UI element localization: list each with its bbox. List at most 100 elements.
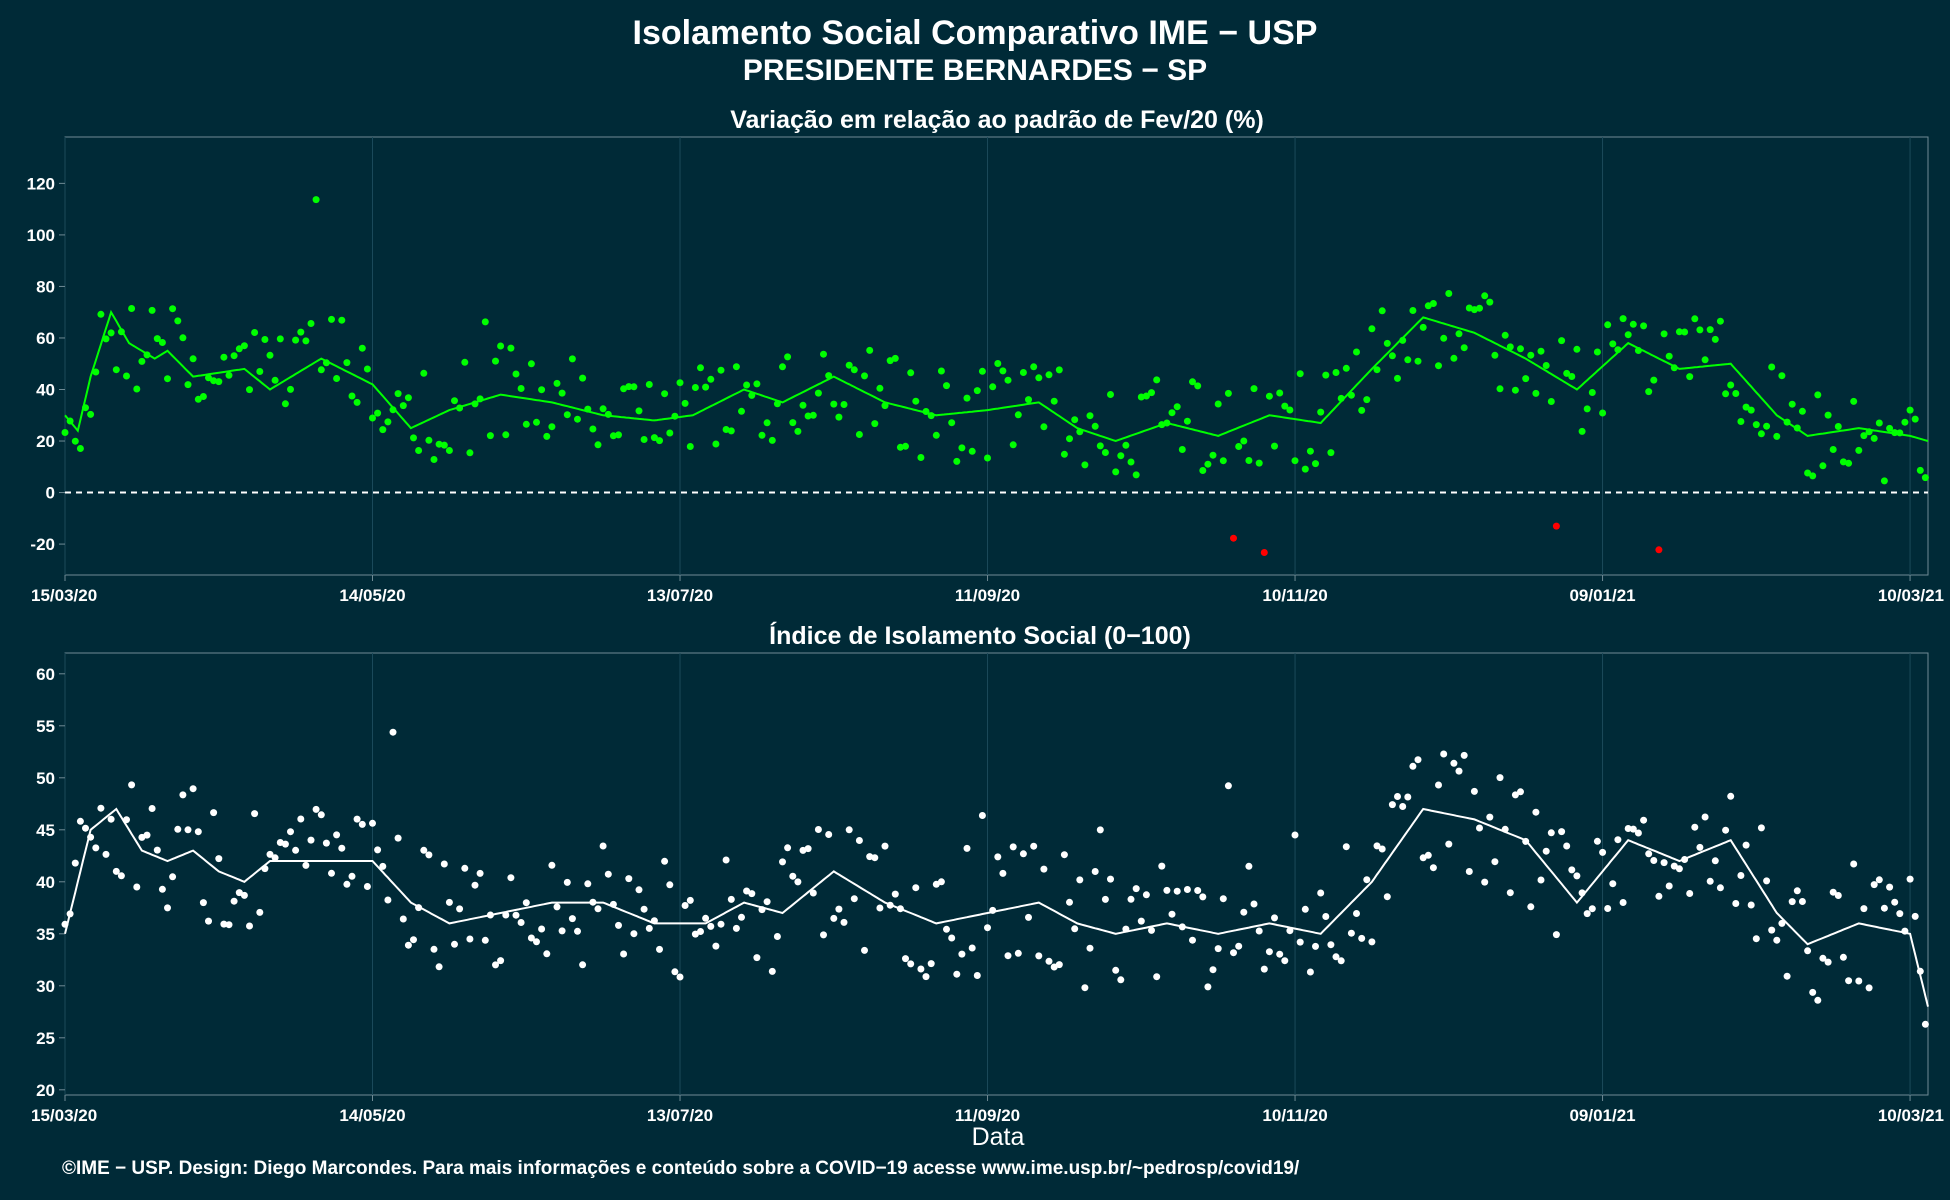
data-point	[1368, 325, 1376, 333]
data-point	[1511, 386, 1519, 394]
data-point	[1829, 888, 1837, 896]
data-point	[1804, 947, 1812, 955]
data-point	[1788, 400, 1796, 408]
data-point	[369, 414, 376, 422]
data-point	[881, 402, 889, 410]
data-point	[594, 905, 602, 913]
data-point	[1783, 972, 1791, 980]
data-point	[1388, 801, 1396, 809]
data-point	[1025, 396, 1032, 404]
data-point	[912, 397, 920, 405]
data-point	[1763, 422, 1771, 430]
x-axis-label: Data	[972, 1123, 1025, 1151]
data-point	[1066, 435, 1073, 443]
data-point	[620, 950, 628, 958]
data-point	[917, 454, 925, 461]
data-point	[1624, 331, 1632, 339]
x-tick-label: 13/07/20	[647, 1106, 713, 1125]
data-point	[538, 386, 546, 394]
data-point	[574, 415, 581, 423]
data-point	[1563, 842, 1571, 850]
data-point	[358, 820, 366, 828]
data-point	[476, 395, 484, 403]
data-point	[543, 950, 551, 958]
data-point	[1091, 422, 1099, 430]
data-point	[1081, 461, 1089, 469]
data-point	[1342, 843, 1350, 851]
data-point	[1629, 320, 1637, 328]
data-point	[1122, 925, 1130, 933]
data-point	[1178, 446, 1186, 453]
data-point	[943, 382, 950, 390]
data-point	[1850, 860, 1858, 868]
data-point	[763, 898, 771, 906]
data-point	[625, 875, 633, 883]
data-point	[1481, 292, 1489, 300]
data-point	[1609, 880, 1617, 888]
data-point	[1317, 408, 1325, 416]
data-point	[1860, 432, 1868, 440]
data-point	[835, 905, 843, 913]
x-tick-label: 11/09/20	[955, 586, 1020, 605]
data-point	[686, 896, 694, 904]
data-point	[1896, 429, 1904, 437]
data-point	[1271, 914, 1278, 922]
data-point	[194, 395, 202, 403]
data-point	[205, 917, 212, 925]
data-point	[1916, 967, 1924, 975]
data-point	[169, 305, 177, 313]
data-point	[563, 878, 571, 886]
data-point	[1645, 850, 1653, 858]
data-point	[1148, 389, 1155, 397]
data-point	[1260, 549, 1268, 556]
data-point	[1757, 824, 1765, 832]
data-point	[1768, 363, 1776, 371]
data-point	[1132, 471, 1140, 479]
data-point	[246, 386, 253, 394]
data-point	[922, 408, 930, 415]
data-point	[1178, 923, 1186, 931]
data-point	[1640, 322, 1648, 330]
y-tick-label: 100	[27, 226, 55, 245]
data-point	[912, 884, 920, 892]
data-point	[1798, 898, 1806, 905]
data-point	[415, 447, 423, 454]
data-point	[1875, 876, 1883, 884]
data-point	[215, 855, 223, 863]
plot-frame	[64, 136, 1929, 576]
data-point	[348, 872, 356, 880]
data-point	[1563, 369, 1571, 377]
data-point	[1173, 887, 1181, 895]
data-point	[1132, 885, 1140, 893]
data-point	[850, 895, 858, 903]
data-point	[1260, 965, 1268, 973]
data-point	[466, 935, 474, 943]
data-point	[117, 328, 125, 336]
data-point	[1619, 899, 1627, 906]
data-point	[1378, 845, 1386, 853]
data-point	[322, 359, 330, 367]
data-point	[1096, 826, 1104, 834]
data-point	[1793, 887, 1801, 895]
data-point	[1819, 462, 1827, 470]
data-point	[1860, 905, 1868, 913]
data-point	[1435, 781, 1442, 789]
data-point	[1660, 859, 1668, 867]
data-point	[1788, 898, 1796, 906]
data-point	[1558, 337, 1566, 345]
data-point	[758, 906, 766, 914]
data-point	[66, 910, 74, 918]
data-point	[153, 335, 161, 343]
data-point	[246, 922, 253, 930]
data-point	[1681, 856, 1689, 863]
data-point	[917, 965, 925, 973]
data-point	[1716, 317, 1724, 325]
data-point	[907, 369, 915, 377]
data-point	[1230, 534, 1237, 542]
data-point	[1568, 373, 1576, 380]
data-point	[1809, 472, 1817, 480]
data-point	[184, 826, 192, 834]
data-point	[1793, 424, 1801, 432]
data-point	[527, 934, 535, 942]
data-point	[1681, 328, 1689, 336]
